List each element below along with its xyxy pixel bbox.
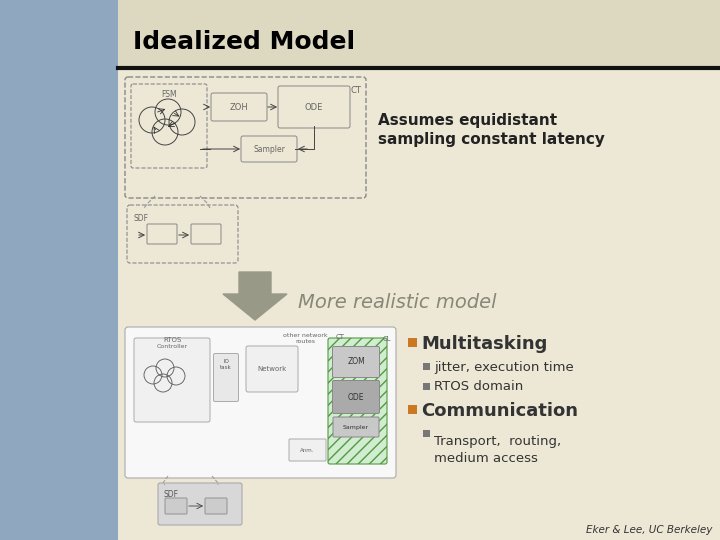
FancyBboxPatch shape	[289, 439, 326, 461]
Text: CT: CT	[336, 334, 345, 340]
Bar	[118, 0, 720, 68]
Text: IO
task: IO task	[220, 359, 232, 370]
Bar	[118, 0, 720, 540]
FancyBboxPatch shape	[333, 347, 379, 377]
FancyBboxPatch shape	[205, 498, 227, 514]
Text: Sampler: Sampler	[343, 424, 369, 429]
Text: Transport,  routing,
medium access: Transport, routing, medium access	[434, 435, 561, 465]
Bar	[408, 338, 417, 347]
Text: Communication: Communication	[421, 402, 578, 420]
FancyBboxPatch shape	[246, 346, 298, 392]
Text: Assumes equidistant
sampling constant latency: Assumes equidistant sampling constant la…	[378, 113, 605, 147]
Text: SDF: SDF	[164, 490, 179, 499]
Text: RTOS: RTOS	[163, 337, 181, 343]
Bar	[408, 405, 417, 414]
Bar	[423, 383, 430, 390]
Text: Sampler: Sampler	[253, 145, 285, 153]
Text: CL: CL	[382, 336, 391, 342]
Text: ODE: ODE	[348, 393, 364, 402]
FancyBboxPatch shape	[211, 93, 267, 121]
FancyBboxPatch shape	[278, 86, 350, 128]
Bar	[423, 430, 430, 437]
FancyBboxPatch shape	[147, 224, 177, 244]
Text: Eker & Lee, UC Berkeley: Eker & Lee, UC Berkeley	[585, 525, 712, 535]
Text: More realistic model: More realistic model	[298, 294, 497, 313]
Text: jitter, execution time: jitter, execution time	[434, 361, 574, 374]
Bar	[423, 363, 430, 370]
FancyBboxPatch shape	[127, 205, 238, 263]
Text: Idealized Model: Idealized Model	[133, 30, 355, 54]
Polygon shape	[223, 272, 287, 320]
Text: CT: CT	[350, 86, 361, 95]
Text: Anm.: Anm.	[300, 448, 314, 453]
FancyBboxPatch shape	[158, 483, 242, 525]
FancyBboxPatch shape	[333, 381, 379, 414]
FancyBboxPatch shape	[134, 338, 210, 422]
Text: FSM: FSM	[161, 90, 177, 99]
FancyBboxPatch shape	[241, 136, 297, 162]
FancyBboxPatch shape	[214, 354, 238, 402]
FancyBboxPatch shape	[125, 77, 366, 198]
FancyBboxPatch shape	[125, 327, 396, 478]
Text: other network
routes: other network routes	[283, 333, 328, 344]
Text: Controller: Controller	[156, 344, 188, 349]
Bar	[0, 0, 118, 540]
Text: SDF: SDF	[134, 214, 149, 223]
Text: ZOM: ZOM	[347, 357, 365, 367]
Text: ZOH: ZOH	[230, 103, 248, 111]
FancyBboxPatch shape	[191, 224, 221, 244]
Text: ODE: ODE	[305, 103, 323, 111]
FancyBboxPatch shape	[328, 338, 387, 464]
FancyBboxPatch shape	[131, 84, 207, 168]
Text: Multitasking: Multitasking	[421, 335, 547, 353]
FancyBboxPatch shape	[333, 417, 379, 437]
Text: RTOS domain: RTOS domain	[434, 381, 523, 394]
Text: Network: Network	[257, 366, 287, 372]
FancyBboxPatch shape	[165, 498, 187, 514]
